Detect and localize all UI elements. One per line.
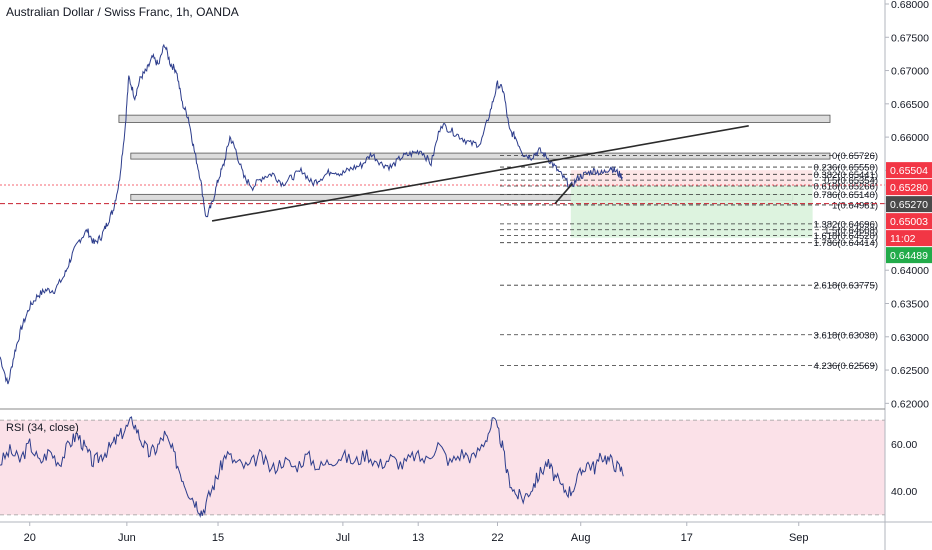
price-badge	[886, 213, 932, 230]
fib-level-label: 1.5(0.64608)	[824, 225, 878, 236]
price-badge	[886, 162, 932, 179]
price-badge-label: 11:02	[890, 233, 916, 245]
rsi-band	[0, 420, 885, 515]
price-badge-label: 0.65280	[890, 182, 928, 194]
price-tick-label: 0.62000	[891, 398, 929, 410]
price-series	[0, 43, 623, 385]
rsi-tick-label: 40.00	[891, 486, 917, 498]
price-badge-label: 0.65504	[890, 165, 928, 177]
price-tick-label: 0.66500	[891, 99, 929, 111]
fib-level-label: 0.236(0.65550)	[814, 163, 878, 174]
time-tick-label: 13	[412, 532, 424, 544]
fib-level-label: 1.786(0.64414)	[814, 238, 878, 249]
short-trendline[interactable]	[554, 183, 573, 205]
price-badge	[886, 247, 932, 264]
time-tick-label: 17	[681, 532, 693, 544]
price-tick-label: 0.68000	[891, 0, 929, 11]
fib-level-label: 0.5(0.65354)	[824, 176, 878, 187]
time-tick-label: Aug	[571, 532, 591, 544]
fib-level-label: 1.618(0.64520)	[814, 231, 878, 242]
price-tick-label: 0.67000	[891, 66, 929, 78]
time-tick-label: 15	[212, 532, 224, 544]
long-trendline[interactable]	[211, 125, 749, 222]
price-badges: 0.65504 0.65280 0.65270 0.65003 11:02 0.64489	[886, 162, 932, 264]
fib-level-label: 0(0.65726)	[832, 151, 878, 162]
fib-level-label: 4.236(0.62569)	[814, 361, 878, 372]
fib-level-label: 3.618(0.63030)	[814, 330, 878, 341]
price-badge	[886, 196, 932, 213]
time-tick-label: 22	[491, 532, 503, 544]
rsi-label: RSI (34, close)	[6, 422, 79, 434]
price-badge-label: 0.65003	[890, 216, 928, 228]
fib-level-label: 1.382(0.64696)	[814, 219, 878, 230]
time-tick-label: Jun	[118, 532, 136, 544]
price-tick-label: 0.66000	[891, 132, 929, 144]
price-tick-label: 0.67500	[891, 32, 929, 44]
price-tick-label: 0.63500	[891, 299, 929, 311]
resistance-zone-middle[interactable]	[130, 152, 831, 160]
price-badge	[886, 230, 932, 247]
price-badge-label: 0.64489	[890, 250, 928, 262]
fibonacci-extension[interactable]: 0(0.65726)0.236(0.65550)0.382(0.65441)0.…	[0, 151, 885, 372]
fib-level-label: 1(0.64981)	[832, 200, 878, 211]
fib-level-label: 0.382(0.65441)	[814, 170, 878, 181]
fib-level-label: 0.618(0.65266)	[814, 181, 878, 192]
chart-title: Australian Dollar / Swiss Franc, 1h, OAN…	[6, 5, 239, 19]
time-tick-label: Sep	[789, 532, 809, 544]
price-tick-label: 0.62500	[891, 365, 929, 377]
time-tick-label: 20	[24, 532, 36, 544]
resistance-zone-upper[interactable]	[118, 114, 831, 123]
time-tick-label: Jul	[336, 532, 350, 544]
price-badge	[886, 179, 932, 196]
fib-level-label: 0.786(0.65140)	[814, 190, 878, 201]
rsi-tick-label: 60.00	[891, 439, 917, 451]
rsi-pane	[0, 416, 885, 518]
price-badge-label: 0.65270	[890, 199, 928, 211]
fib-level-label: 2.618(0.63775)	[814, 281, 878, 292]
price-tick-label: 0.64000	[891, 265, 929, 277]
trendlines-layer[interactable]	[211, 125, 749, 222]
price-tick-label: 0.63000	[891, 332, 929, 344]
price-line	[0, 43, 623, 385]
rsi-line	[0, 416, 624, 518]
